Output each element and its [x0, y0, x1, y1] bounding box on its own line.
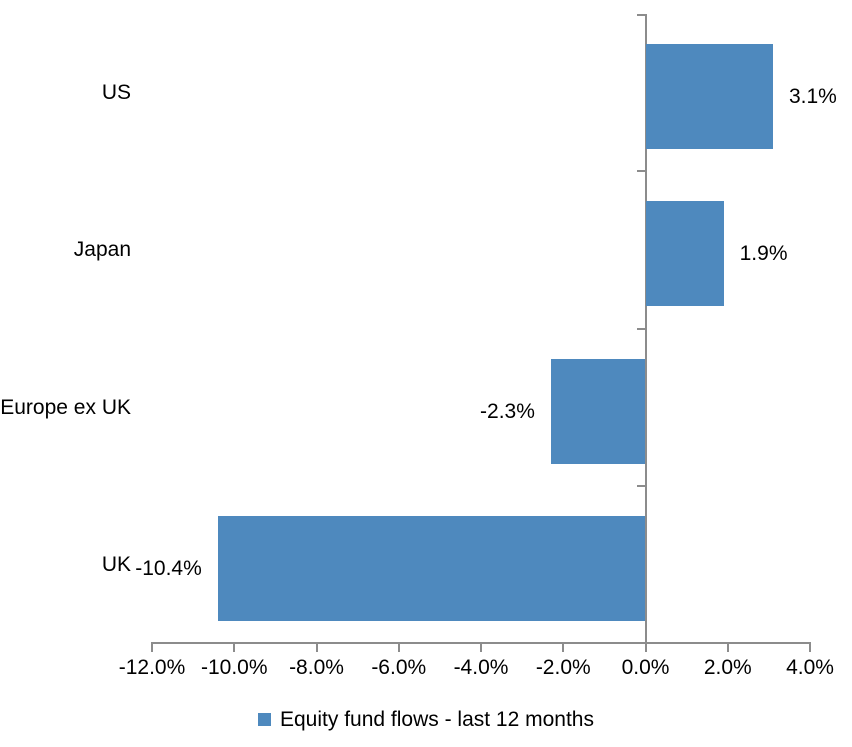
data-label-us: 3.1%: [788, 85, 837, 108]
category-label-uk: UK: [101, 552, 131, 576]
y-axis-tick: [636, 170, 645, 173]
x-axis-tick: [233, 642, 236, 652]
x-axis-tick-label: -8.0%: [289, 656, 344, 679]
y-axis-tick: [636, 327, 645, 330]
bar-us: [645, 44, 773, 149]
x-axis-tick: [151, 642, 153, 652]
category-label-japan: Japan: [73, 238, 131, 262]
category-label-us: US: [101, 81, 131, 105]
y-axis-tick: [636, 484, 645, 487]
x-axis-tick-label: -6.0%: [371, 656, 427, 679]
x-axis-tick-label: 2.0%: [703, 656, 752, 679]
x-axis-tick: [726, 642, 729, 652]
x-axis-tick-label: -4.0%: [453, 656, 509, 679]
bar-europe-ex-uk: [550, 358, 646, 464]
x-axis-tick-label: 0.0%: [621, 656, 670, 679]
x-axis-tick-label: -12.0%: [118, 656, 186, 679]
y-axis-tick: [636, 14, 645, 16]
data-label-uk: -10.4%: [135, 556, 202, 580]
x-axis-tick: [315, 642, 318, 652]
x-axis-tick: [480, 642, 482, 652]
x-axis-tick: [809, 642, 811, 652]
category-label-europe-ex-uk: Europe ex UK: [0, 395, 131, 419]
x-axis-tick-label: -2.0%: [535, 656, 591, 679]
x-axis-tick: [397, 642, 400, 652]
legend-swatch-icon: [258, 712, 271, 726]
zero-axis-line: [644, 14, 647, 651]
legend: Equity fund flows - last 12 months: [0, 706, 852, 733]
x-axis-tick-label: -10.0%: [200, 656, 268, 679]
data-label-japan: 1.9%: [739, 242, 788, 266]
bar-japan: [645, 201, 724, 307]
bar-uk: [217, 515, 646, 621]
x-axis-tick-label: 4.0%: [786, 656, 834, 679]
data-label-europe-ex-uk: -2.3%: [480, 399, 535, 423]
x-axis-tick: [562, 642, 565, 652]
legend-label: Equity fund flows - last 12 months: [280, 707, 594, 731]
